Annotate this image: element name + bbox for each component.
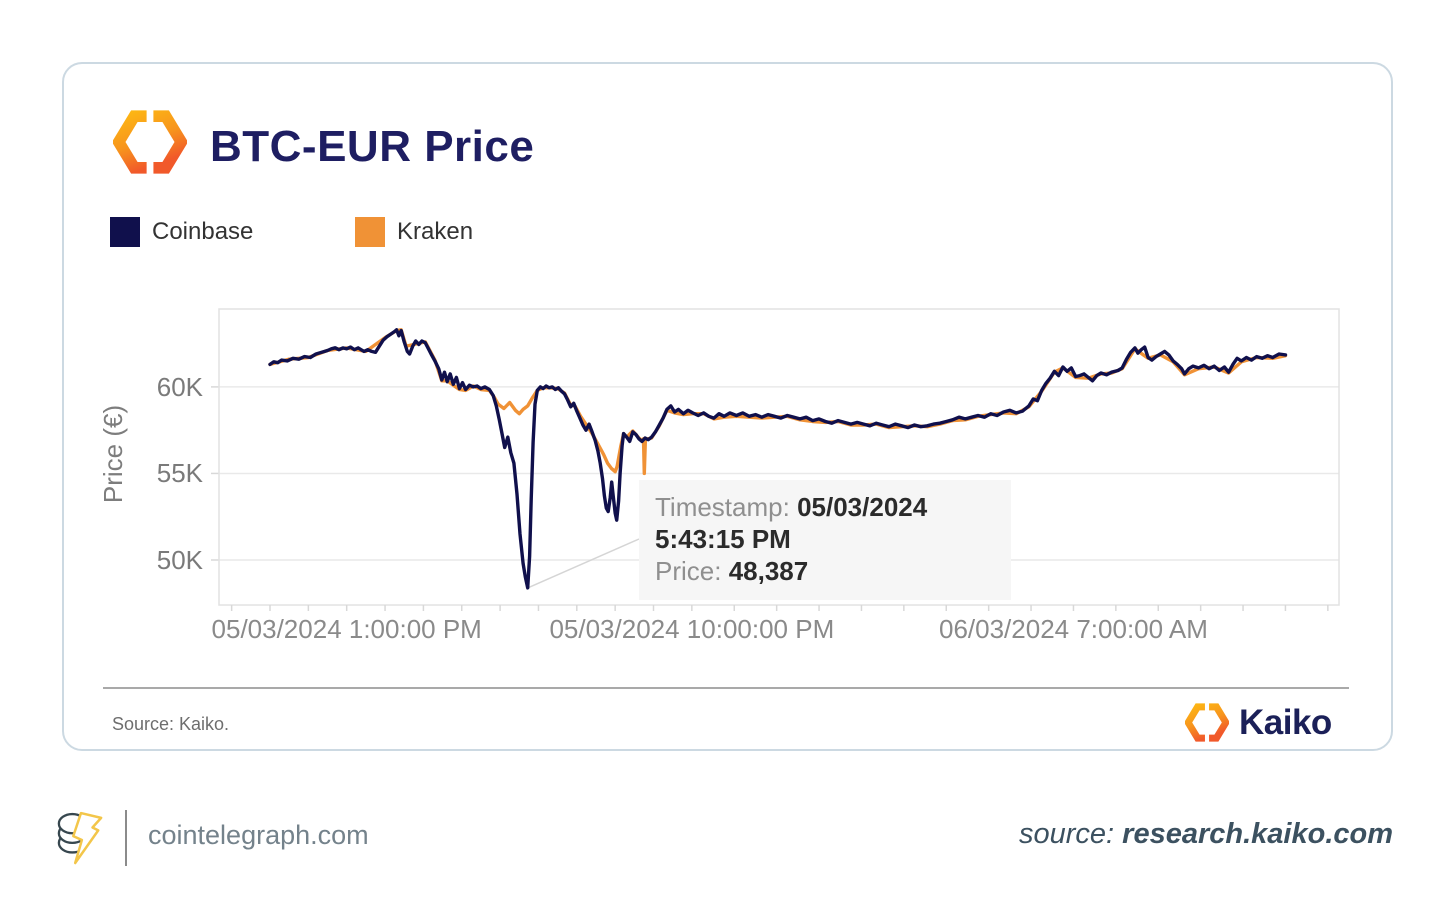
y-axis-tick-label: 55K [156,458,203,489]
x-axis-tick-label: 05/03/2024 1:00:00 PM [211,614,482,644]
x-axis-tick-label: 05/03/2024 10:00:00 PM [549,614,835,644]
tooltip-timestamp-time: 5:43:15 PM [655,524,791,554]
source-label: source: [1019,818,1115,850]
tooltip-timestamp-date: 05/03/2024 [797,492,928,522]
source-attribution: source: research.kaiko.com [1019,818,1393,851]
legend-swatch [110,217,140,247]
kaiko-wordmark: Kaiko [1239,702,1332,742]
legend-swatch [355,217,385,247]
x-axis-tick-label: 06/03/2024 7:00:00 AM [938,614,1208,644]
y-axis-tick-label: 50K [156,544,203,575]
legend-label: Kraken [397,218,474,245]
chart-tooltip: Timestamp: 05/03/2024 5:43:15 PM Price: … [639,480,1011,600]
kaiko-brand: Kaiko [1185,702,1332,743]
kaiko-logo-icon [113,110,187,174]
y-axis-tick-label: 60K [156,371,203,402]
tooltip-timestamp-label: Timestamp: [655,492,790,522]
legend-label: Coinbase [152,218,254,245]
lightning-bolt-icon [72,811,103,865]
footer-divider [103,687,1349,689]
source-note: Source: Kaiko. [112,714,230,734]
site-url: cointelegraph.com [148,820,369,850]
legend-item-kraken: Kraken [355,217,473,247]
chart-title: BTC-EUR Price [210,122,535,171]
legend-item-coinbase: Coinbase [110,217,253,247]
tooltip-price-label: Price: [655,556,722,586]
vertical-divider [125,810,127,866]
source-url: research.kaiko.com [1122,818,1393,850]
chart-card: BTC-EUR Price Coinbase Kraken Price (€) 5… [62,62,1393,751]
kaiko-logo-icon [1185,703,1229,742]
cointelegraph-logo [57,811,103,865]
tooltip-price-value: 48,387 [728,556,809,586]
